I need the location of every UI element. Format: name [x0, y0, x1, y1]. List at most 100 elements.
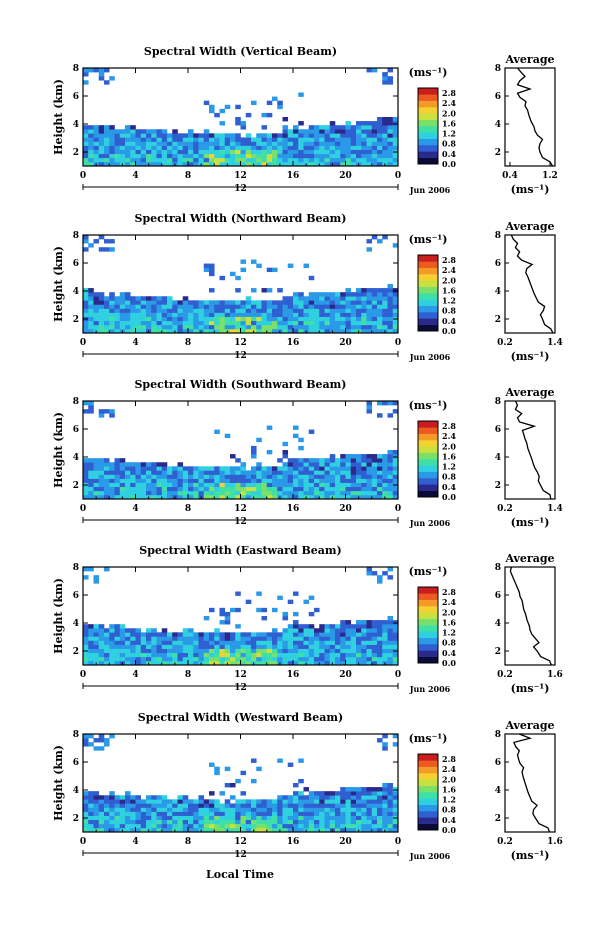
heatmap-cell [88, 815, 94, 821]
heatmap-cell [361, 153, 367, 159]
heatmap-cell [272, 636, 278, 641]
heatmap-cell [245, 815, 252, 821]
heatmap-cell [104, 628, 110, 633]
heatmap-cell [350, 474, 357, 479]
heatmap-cell [83, 462, 89, 467]
heatmap-cell [224, 644, 231, 649]
average-title: Average [504, 719, 554, 732]
heatmap-cell [361, 454, 367, 459]
colorbar-swatch [418, 792, 438, 799]
heatmap-cell [214, 157, 220, 163]
heatmap-cell [387, 328, 394, 334]
heatmap-cell [366, 405, 373, 410]
heatmap-cell [214, 803, 220, 808]
heatmap-cell [387, 284, 394, 289]
heatmap-cell [182, 490, 189, 496]
heatmap-cell [98, 811, 105, 816]
heatmap-cell [146, 640, 152, 645]
heatmap-cell [203, 304, 210, 309]
heatmap-cell [214, 112, 220, 118]
heatmap-cell [371, 308, 378, 313]
heatmap-cell [324, 458, 331, 463]
heatmap-cell [272, 149, 278, 155]
heatmap-cell [135, 296, 142, 301]
x-tick-label: 0 [395, 670, 401, 680]
heatmap-cell [266, 799, 273, 804]
heatmap-cell [130, 470, 136, 475]
heatmap-cell [329, 811, 336, 816]
heatmap-cell [140, 328, 147, 334]
heatmap-cell [314, 161, 320, 167]
heatmap-cell [156, 494, 163, 500]
heatmap-cell [188, 470, 194, 475]
heatmap-cell [83, 296, 89, 301]
heatmap-cell [245, 300, 252, 305]
heatmap-cell [98, 490, 105, 496]
heatmap-cell [172, 316, 178, 322]
heatmap-cell [335, 292, 341, 297]
heatmap-cell [193, 145, 199, 150]
heatmap-cell [161, 823, 168, 829]
date-label: Jun 2006 [409, 185, 451, 195]
heatmap-cell [151, 636, 157, 641]
heatmap-cell [98, 795, 105, 800]
colorbar-swatch [418, 151, 438, 158]
heatmap-cell [193, 823, 199, 829]
heatmap-cell [308, 308, 315, 313]
heatmap-cell [277, 815, 283, 821]
heatmap-cell [356, 815, 362, 821]
heatmap-cell [245, 324, 252, 330]
heatmap-cell [135, 656, 142, 662]
heatmap-cell [224, 815, 231, 821]
colorbar-swatch [418, 274, 438, 281]
heatmap-cell [230, 640, 236, 645]
colorbar-swatch [418, 612, 438, 619]
heatmap-cell [209, 486, 215, 492]
heatmap-cell [214, 770, 220, 776]
heatmap-cell [209, 141, 215, 146]
heatmap-cell [219, 827, 226, 833]
heatmap-cell [366, 632, 373, 637]
heatmap-cell [319, 320, 325, 326]
heatmap-cell [387, 157, 394, 163]
heatmap-cell [392, 807, 399, 812]
heatmap-cell [272, 815, 278, 821]
heatmap-cell [377, 827, 383, 833]
heatmap-cell [361, 161, 367, 167]
heatmap-cell [135, 482, 142, 488]
heatmap-cell [125, 640, 131, 645]
heatmap-cell [382, 791, 388, 796]
heatmap-cell [156, 823, 163, 829]
heatmap-cell [156, 149, 163, 155]
heatmap-cell [224, 616, 231, 621]
heatmap-cell [146, 819, 152, 825]
heatmap-cell [261, 636, 268, 641]
colorbar-swatch [418, 286, 438, 294]
heatmap-cell [314, 149, 320, 155]
heatmap-cell [277, 149, 283, 155]
heatmap-cell [240, 636, 247, 641]
heatmap-cell [235, 815, 241, 821]
heatmap-cell [335, 304, 341, 309]
heatmap-cell [235, 624, 241, 629]
heatmap-cell [377, 454, 383, 459]
heatmap-cell [161, 300, 168, 305]
heatmap-cell [345, 632, 352, 637]
heatmap-cell [88, 827, 94, 833]
heatmap-cell [119, 644, 126, 649]
heatmap-cell [282, 300, 289, 305]
heatmap-cell [130, 644, 136, 649]
heatmap-cell [293, 803, 299, 808]
heatmap-cell [324, 308, 331, 313]
heatmap-cell [293, 611, 299, 617]
heatmap-cell [319, 133, 325, 138]
x-tick-label: 0 [80, 670, 86, 680]
heatmap-cell [329, 292, 336, 297]
heatmap-cell [240, 137, 247, 142]
heatmap-cell [366, 815, 373, 821]
heatmap-cell [219, 611, 226, 617]
heatmap-cell [188, 478, 194, 483]
heatmap-cell [356, 157, 362, 163]
heatmap-cell [193, 819, 199, 825]
heatmap-cell [167, 486, 173, 492]
